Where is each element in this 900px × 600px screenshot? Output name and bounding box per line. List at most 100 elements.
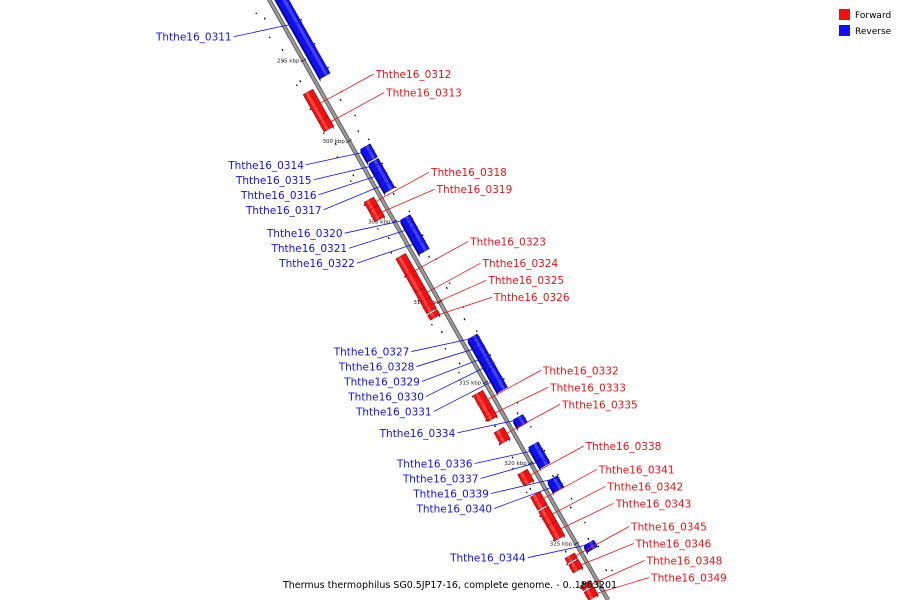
gene-label[interactable]: Ththe16_0348	[646, 555, 723, 567]
gene-ththe16_0321[interactable]: Ththe16_0321	[270, 220, 421, 255]
gene-label[interactable]: Ththe16_0337	[402, 473, 479, 485]
gene-ththe16_0342[interactable]: Ththe16_0342	[538, 481, 684, 527]
gene-label[interactable]: Ththe16_0325	[487, 275, 564, 287]
gene-ththe16_0320[interactable]: Ththe16_0320	[266, 214, 416, 240]
gene-ththe16_0315[interactable]: Ththe16_0315	[235, 158, 386, 187]
gene-label[interactable]: Ththe16_0341	[598, 464, 675, 476]
gene-label[interactable]: Ththe16_0320	[266, 228, 343, 240]
gene-ththe16_0338[interactable]: Ththe16_0338	[517, 441, 662, 487]
gene-label[interactable]: Ththe16_0311	[155, 32, 232, 44]
gene-ththe16_0328[interactable]: Ththe16_0328	[338, 340, 488, 374]
gene-label[interactable]: Ththe16_0331	[355, 407, 432, 419]
gene-leader-line	[428, 296, 493, 319]
gene-label[interactable]: Ththe16_0343	[615, 498, 692, 510]
legend-label: Forward	[855, 11, 891, 21]
gene-ththe16_0324[interactable]: Ththe16_0324	[414, 258, 559, 303]
gene-label[interactable]: Ththe16_0346	[635, 538, 712, 550]
gene-feature-highlight	[588, 541, 596, 550]
gene-feature-shadow	[400, 220, 406, 232]
gene-feature-shadow	[378, 181, 386, 197]
gene-ththe16_0331[interactable]: Ththe16_0331	[355, 365, 508, 419]
gene-label[interactable]: Ththe16_0329	[343, 377, 420, 389]
gene-ththe16_0311[interactable]: Ththe16_0311	[155, 0, 331, 82]
gene-ththe16_0341[interactable]: Ththe16_0341	[530, 464, 675, 511]
gene-label[interactable]: Ththe16_0324	[482, 258, 559, 270]
gene-ththe16_0339[interactable]: Ththe16_0339	[412, 475, 561, 501]
gene-ththe16_0330[interactable]: Ththe16_0330	[347, 359, 496, 404]
gene-ththe16_0345[interactable]: Ththe16_0345	[564, 521, 707, 564]
gene-ththe16_0313[interactable]: Ththe16_0313	[318, 87, 462, 133]
gene-leader-line	[490, 477, 560, 494]
gene-ththe16_0322[interactable]: Ththe16_0322	[278, 232, 430, 271]
tick-label: 295 kbp	[277, 59, 300, 65]
gene-label[interactable]: Ththe16_0340	[415, 503, 492, 515]
gene-label[interactable]: Ththe16_0344	[449, 553, 526, 565]
gene-label[interactable]: Ththe16_0336	[396, 458, 473, 470]
gene-ththe16_0312[interactable]: Ththe16_0312	[302, 69, 452, 123]
gene-ththe16_0325[interactable]: Ththe16_0325	[420, 275, 564, 315]
gene-leader-line	[565, 526, 630, 562]
gene-ththe16_0349[interactable]: Ththe16_0349	[583, 572, 727, 600]
gene-ththe16_0333[interactable]: Ththe16_0333	[482, 382, 626, 422]
gene-leader-line	[580, 560, 645, 590]
gene-leader-line	[305, 149, 375, 166]
gene-label[interactable]: Ththe16_0316	[240, 190, 317, 202]
gene-leader-line	[411, 336, 481, 352]
gene-ththe16_0316[interactable]: Ththe16_0316	[240, 169, 389, 202]
gene-feature-shadow	[274, 0, 321, 82]
gene-leader-line	[416, 345, 486, 367]
gene-feature-highlight	[582, 583, 588, 590]
gene-label[interactable]: Ththe16_0326	[493, 292, 570, 304]
gene-label[interactable]: Ththe16_0315	[235, 175, 312, 187]
gene-ththe16_0323[interactable]: Ththe16_0323	[395, 236, 546, 294]
gene-feature[interactable]	[583, 586, 599, 600]
gene-label[interactable]: Ththe16_0323	[469, 236, 546, 248]
gene-feature-highlight	[383, 177, 393, 191]
gene-ththe16_0326[interactable]: Ththe16_0326	[427, 292, 570, 321]
gene-ththe16_0332[interactable]: Ththe16_0332	[472, 365, 619, 414]
gene-label[interactable]: Ththe16_0328	[338, 362, 415, 374]
gene-ththe16_0346[interactable]: Ththe16_0346	[568, 538, 712, 574]
gene-leader-line	[370, 188, 435, 218]
gene-ththe16_0348[interactable]: Ththe16_0348	[580, 555, 723, 592]
gene-ththe16_0337[interactable]: Ththe16_0337	[402, 455, 551, 485]
gene-label[interactable]: Ththe16_0332	[542, 365, 619, 377]
gene-label[interactable]: Ththe16_0313	[385, 87, 462, 99]
tick-mark	[300, 58, 307, 63]
gene-label[interactable]: Ththe16_0318	[430, 167, 507, 179]
gene-label[interactable]: Ththe16_0338	[585, 441, 662, 453]
gene-ththe16_0327[interactable]: Ththe16_0327	[333, 333, 482, 359]
gene-ththe16_0319[interactable]: Ththe16_0319	[368, 184, 513, 223]
gene-leader-line	[541, 485, 606, 520]
gene-label[interactable]: Ththe16_0322	[278, 258, 355, 270]
gene-leader-line	[457, 417, 527, 434]
gene-label[interactable]: Ththe16_0319	[436, 184, 513, 196]
gene-label[interactable]: Ththe16_0330	[347, 392, 424, 404]
gene-label[interactable]: Ththe16_0349	[650, 572, 727, 584]
gene-ththe16_0340[interactable]: Ththe16_0340	[415, 480, 565, 516]
gene-label[interactable]: Ththe16_0334	[379, 428, 456, 440]
gene-leader-line	[356, 239, 426, 264]
gene-label[interactable]: Ththe16_0312	[375, 69, 452, 81]
tick-label: 315 kbp	[459, 381, 482, 387]
gene-label[interactable]: Ththe16_0333	[549, 382, 626, 394]
gene-label[interactable]: Ththe16_0321	[270, 243, 347, 255]
gene-leader-line	[313, 163, 383, 181]
gene-ththe16_0318[interactable]: Ththe16_0318	[363, 167, 507, 211]
gene-ththe16_0314[interactable]: Ththe16_0314	[227, 143, 378, 172]
gene-label[interactable]: Ththe16_0345	[630, 521, 707, 533]
legend-swatch	[839, 9, 850, 20]
gene-label[interactable]: Ththe16_0339	[412, 488, 489, 500]
gene-leader-line	[569, 543, 634, 570]
gene-leader-line	[474, 448, 544, 464]
gene-leader-line	[318, 172, 388, 196]
gene-ththe16_0317[interactable]: Ththe16_0317	[245, 175, 396, 217]
gene-ththe16_0336[interactable]: Ththe16_0336	[396, 441, 547, 471]
gene-label[interactable]: Ththe16_0314	[227, 160, 304, 172]
gene-label[interactable]: Ththe16_0327	[333, 347, 410, 359]
gene-label[interactable]: Ththe16_0342	[607, 481, 684, 493]
gene-ththe16_0335[interactable]: Ththe16_0335	[493, 399, 638, 445]
gene-label[interactable]: Ththe16_0335	[561, 399, 638, 411]
gene-ththe16_0343[interactable]: Ththe16_0343	[546, 498, 692, 542]
gene-label[interactable]: Ththe16_0317	[245, 205, 322, 217]
